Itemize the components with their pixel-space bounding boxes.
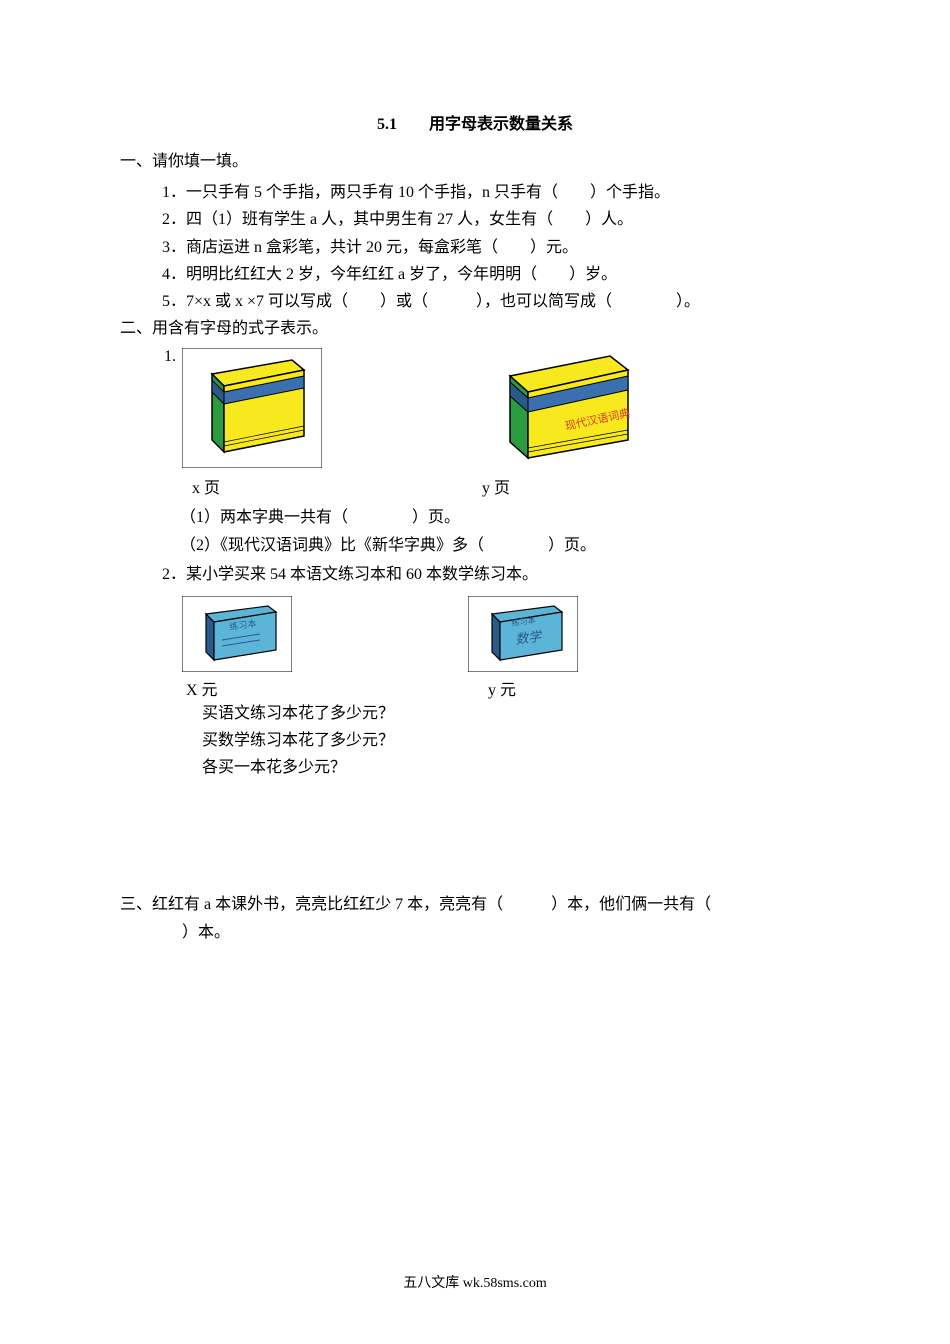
book-icon-xinhua: [182, 348, 322, 468]
notebooks-row: 练习本 X 元 练习本 数学 y 元: [120, 596, 830, 700]
notebook-icon-chinese: 练习本: [182, 596, 292, 672]
q2-2-sub3: 各买一本花多少元？: [120, 754, 830, 781]
page-y-label: y 页: [482, 474, 782, 498]
dictionary-xinhua: 1. x 页: [182, 348, 482, 498]
notebook-chinese: 练习本 X 元: [182, 596, 468, 700]
q2-1-sub2: （2）《现代汉语词典》比《新华字典》多（ ）页。: [120, 532, 830, 559]
q2-2-sub2: 买数学练习本花了多少元？: [120, 727, 830, 754]
page-x-label: x 页: [182, 474, 482, 498]
q2-2-sub1: 买语文练习本花了多少元？: [120, 700, 830, 727]
section-2-header: 二、用含有字母的式子表示。: [120, 315, 830, 342]
dictionary-xiandai: 现代汉语词典 y 页: [482, 348, 782, 498]
notebook-icon-math: 练习本 数学: [468, 596, 578, 672]
q1-3: 3．商店运进 n 盒彩笔，共计 20 元，每盒彩笔（ ）元。: [120, 234, 830, 261]
q1-5: 5．7×x 或 x ×7 可以写成（ ）或（ ），也可以简写成（ ）。: [120, 288, 830, 315]
section-3: 三、红红有 a 本课外书，亮亮比红红少 7 本，亮亮有（ ）本，他们俩一共有（ …: [120, 891, 830, 945]
q2-1-sub1: （1）两本字典一共有（ ）页。: [120, 504, 830, 531]
price-x-label: X 元: [182, 676, 468, 700]
dictionaries-row: 1. x 页: [120, 348, 830, 498]
q2-2-intro: 2．某小学买来 54 本语文练习本和 60 本数学练习本。: [120, 561, 830, 588]
s3-line2: ）本。: [120, 919, 830, 946]
notebook-math: 练习本 数学 y 元: [468, 596, 728, 700]
s3-line1: 三、红红有 a 本课外书，亮亮比红红少 7 本，亮亮有（ ）本，他们俩一共有（: [120, 896, 711, 913]
book-icon-xiandai: 现代汉语词典: [482, 348, 652, 468]
section-1-header: 一、请你填一填。: [120, 148, 830, 175]
q1-2: 2．四（1）班有学生 a 人，其中男生有 27 人，女生有（ ）人。: [120, 206, 830, 233]
q1-1: 1．一只手有 5 个手指，两只手有 10 个手指，n 只手有（ ）个手指。: [120, 179, 830, 206]
q1-4: 4．明明比红红大 2 岁，今年红红 a 岁了，今年明明（ ）岁。: [120, 261, 830, 288]
price-y-label: y 元: [468, 676, 728, 700]
footer-text: 五八文库 wk.58sms.com: [0, 1272, 950, 1292]
q2-1-label: 1.: [164, 348, 176, 366]
page-title: 5.1 用字母表示数量关系: [120, 110, 830, 134]
